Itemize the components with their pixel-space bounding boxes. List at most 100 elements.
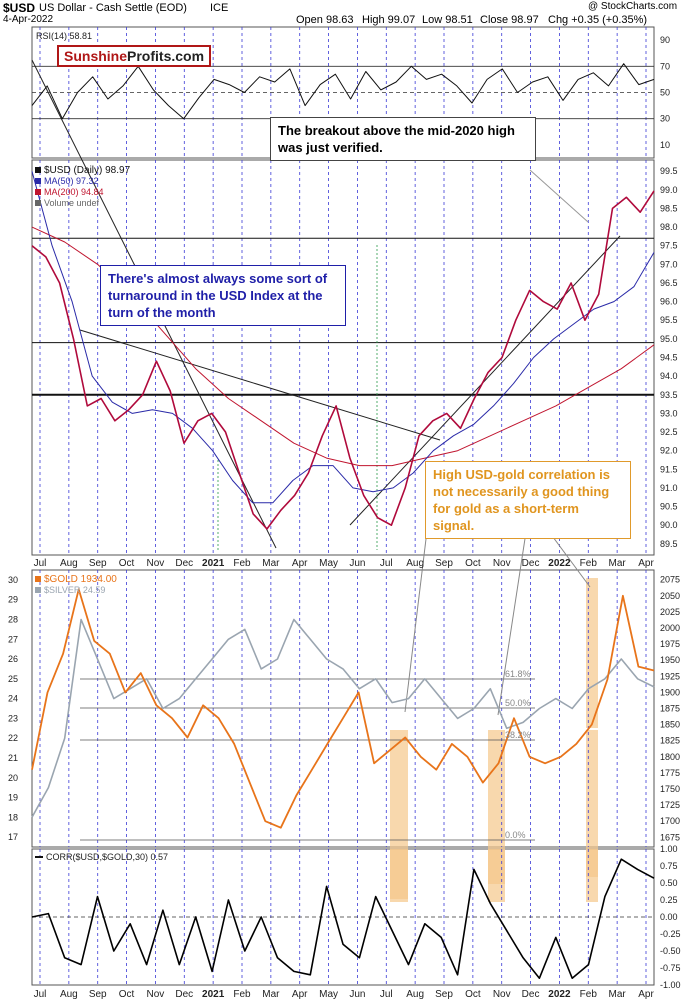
y-tick-label: 93.5	[660, 390, 678, 400]
legend-swatch	[35, 587, 41, 593]
y-tick-label: 70	[660, 61, 670, 71]
usd-legend-entry: Volume undef	[44, 198, 100, 208]
y-tick-label: 2025	[660, 607, 680, 617]
x-tick-label: 2022	[548, 989, 571, 1000]
usd-legend-entry: $USD (Daily) 98.97	[44, 165, 131, 176]
y-tick-label: 90.5	[660, 502, 678, 512]
callout-pointer	[404, 505, 431, 713]
correlation-line	[31, 858, 655, 980]
x-tick-label: Apr	[638, 989, 654, 1000]
legend-swatch	[35, 167, 41, 173]
y-tick-label: 92.0	[660, 446, 678, 456]
usd-legend-entry: MA(200) 94.84	[44, 187, 104, 197]
y-tick-label: 91.5	[660, 464, 678, 474]
y-tick-label: 1725	[660, 800, 680, 810]
y-tick-label: 2000	[660, 623, 680, 633]
x-tick-label: Mar	[609, 989, 627, 1000]
x-tick-label: Mar	[262, 989, 280, 1000]
x-tick-label: Jun	[349, 558, 365, 569]
y-tick-label: -0.25	[660, 929, 681, 939]
x-tick-label: Oct	[465, 558, 481, 569]
y-tick-label: 30	[660, 114, 670, 124]
open-value: Open 98.63	[296, 14, 354, 26]
y-tick-label: 94.5	[660, 353, 678, 363]
y-tick-label: 91.0	[660, 483, 678, 493]
trend-line	[349, 235, 621, 526]
x-tick-label: Jul	[380, 989, 393, 1000]
y-tick-label: 99.5	[660, 166, 678, 176]
x-tick-label: Dec	[522, 558, 540, 569]
y-tick-label: 1825	[660, 736, 680, 746]
x-tick-label: Nov	[493, 558, 511, 569]
legend-swatch	[35, 189, 41, 195]
y-tick-label-left: 17	[8, 832, 18, 842]
y-tick-label-left: 29	[8, 595, 18, 605]
y-tick-label-left: 30	[8, 575, 18, 585]
y-tick-label: 2050	[660, 591, 680, 601]
x-tick-label: Apr	[638, 558, 654, 569]
fib-label: 61.8%	[505, 669, 531, 679]
callout-pointer	[497, 505, 531, 716]
y-tick-label-left: 21	[8, 753, 18, 763]
rsi-line	[31, 63, 655, 120]
change-value: Chg +0.35 (+0.35%)	[548, 14, 648, 26]
x-tick-label: Feb	[580, 989, 598, 1000]
x-tick-label: Mar	[609, 558, 627, 569]
x-tick-label: Dec	[175, 989, 193, 1000]
credit-label: @ StockCharts.com	[588, 1, 678, 12]
x-tick-label: Aug	[406, 989, 424, 1000]
x-tick-label: 2021	[202, 558, 225, 569]
y-tick-label-left: 26	[8, 654, 18, 664]
y-tick-label: 1850	[660, 720, 680, 730]
y-tick-label-left: 22	[8, 733, 18, 743]
y-tick-label: 0.50	[660, 878, 678, 888]
x-tick-label: 2021	[202, 989, 225, 1000]
x-tick-label: Mar	[262, 558, 280, 569]
x-tick-label: Aug	[60, 989, 78, 1000]
chart-description: US Dollar - Cash Settle (EOD)	[39, 2, 187, 14]
y-tick-label: -0.75	[660, 963, 681, 973]
x-tick-label: Aug	[60, 558, 78, 569]
ma50-line	[31, 171, 655, 504]
x-tick-label: Feb	[580, 558, 598, 569]
correlation-callout: High USD-gold correlation is not necessa…	[425, 461, 631, 539]
y-tick-label: 96.0	[660, 297, 678, 307]
x-tick-label: Aug	[406, 558, 424, 569]
x-tick-label: Sep	[89, 558, 107, 569]
y-tick-label: 1800	[660, 752, 680, 762]
highlight-band-gold-top	[586, 578, 598, 728]
trend-line	[79, 329, 441, 441]
y-tick-label-left: 18	[8, 812, 18, 822]
breakout-callout: The breakout above the mid-2020 high was…	[270, 117, 536, 161]
chart-date: 4-Apr-2022	[3, 14, 54, 25]
fib-label: 50.0%	[505, 698, 531, 708]
high-value: High 99.07	[362, 14, 416, 26]
y-tick-label: 0.00	[660, 912, 678, 922]
y-tick-label: 0.25	[660, 895, 678, 905]
y-tick-label: 89.5	[660, 539, 678, 549]
y-tick-label: 95.0	[660, 334, 678, 344]
y-tick-label: 1.00	[660, 844, 678, 854]
x-tick-label: Nov	[147, 558, 165, 569]
x-tick-label: Jul	[34, 558, 47, 569]
y-tick-label: 90	[660, 35, 670, 45]
y-tick-label-left: 25	[8, 674, 18, 684]
x-tick-label: Feb	[233, 989, 251, 1000]
fib-label: 0.0%	[505, 830, 526, 840]
rsi-legend: RSI(14) 58.81	[36, 31, 92, 41]
y-tick-label: 90.0	[660, 520, 678, 530]
y-tick-label: 1675	[660, 832, 680, 842]
x-tick-label: Jun	[349, 989, 365, 1000]
y-tick-label: 0.75	[660, 861, 678, 871]
x-tick-label: Nov	[147, 989, 165, 1000]
y-tick-label: 1700	[660, 816, 680, 826]
legend-swatch	[35, 178, 41, 184]
y-tick-label: 97.5	[660, 241, 678, 251]
x-tick-label: Dec	[175, 558, 193, 569]
x-tick-label: Sep	[89, 989, 107, 1000]
y-tick-label: 1875	[660, 704, 680, 714]
x-tick-label: Nov	[493, 989, 511, 1000]
y-tick-label-left: 28	[8, 614, 18, 624]
y-tick-label: 97.0	[660, 259, 678, 269]
